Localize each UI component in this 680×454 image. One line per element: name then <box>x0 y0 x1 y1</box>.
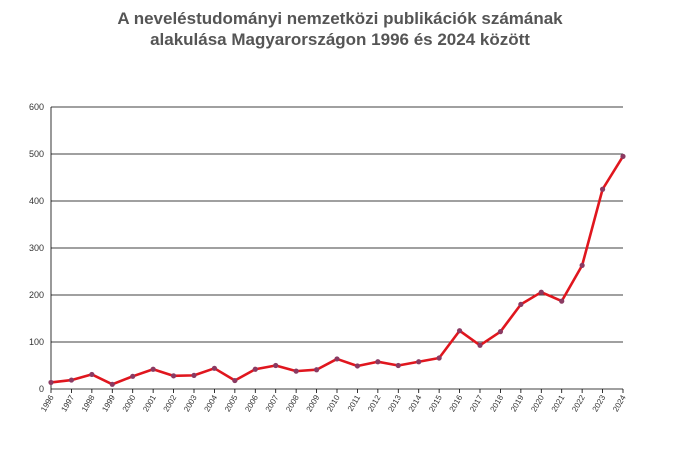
series-line <box>49 155 625 386</box>
data-point <box>273 362 279 369</box>
x-tick-label: 2020 <box>529 393 546 413</box>
data-point <box>579 262 585 268</box>
x-tick-label: 2008 <box>284 393 301 413</box>
x-tick-label: 2017 <box>468 393 485 413</box>
y-tick-label: 100 <box>29 337 44 347</box>
x-tick-label: 2001 <box>141 393 158 413</box>
data-point <box>620 153 626 159</box>
y-tick-label: 600 <box>29 102 44 112</box>
data-point <box>416 359 422 365</box>
data-point <box>518 301 524 307</box>
x-tick-label: 2024 <box>611 393 628 413</box>
x-tick-label: 2011 <box>346 393 363 413</box>
x-tick-label: 2012 <box>366 393 383 413</box>
x-tick-label: 2022 <box>570 393 587 413</box>
x-tick-label: 2002 <box>162 393 179 413</box>
x-tick-label: 1996 <box>39 393 56 413</box>
data-point <box>89 371 95 378</box>
data-point <box>232 377 238 384</box>
x-tick-label: 2016 <box>448 393 465 413</box>
data-point <box>375 359 381 365</box>
data-point <box>211 365 218 371</box>
x-tick-label: 2015 <box>427 393 444 413</box>
data-point <box>538 289 544 295</box>
x-tick-label: 2021 <box>550 393 567 413</box>
x-tick-label: 2003 <box>182 393 199 413</box>
data-point <box>599 186 606 192</box>
data-point <box>48 379 54 386</box>
x-tick-label: 1999 <box>100 393 117 413</box>
data-point <box>456 328 463 334</box>
x-tick-label: 2004 <box>202 393 219 413</box>
data-point <box>293 368 299 374</box>
x-tick-label: 2009 <box>305 393 322 413</box>
x-tick-label: 2000 <box>121 393 138 413</box>
data-point <box>68 377 75 383</box>
x-tick-label: 2019 <box>509 393 526 413</box>
x-tick-label: 2013 <box>386 393 403 413</box>
data-point <box>334 356 340 362</box>
x-tick-label: 2023 <box>591 393 608 413</box>
data-point <box>313 367 320 373</box>
data-point <box>170 373 177 379</box>
chart-title: A neveléstudományi nemzetközi publikáció… <box>0 8 680 50</box>
y-tick-label: 400 <box>29 196 44 206</box>
data-point <box>477 342 483 348</box>
data-point <box>395 362 401 369</box>
data-point <box>130 373 136 379</box>
y-tick-label: 200 <box>29 290 44 300</box>
data-point <box>497 329 504 335</box>
x-tick-label: 2014 <box>407 393 424 413</box>
data-point <box>150 366 156 372</box>
data-point <box>252 366 258 372</box>
y-tick-label: 0 <box>39 384 44 394</box>
x-tick-label: 2018 <box>488 393 505 413</box>
data-point <box>436 355 442 361</box>
x-tick-label: 2005 <box>223 393 240 413</box>
x-tick-label: 1997 <box>59 393 76 413</box>
data-point <box>191 372 197 378</box>
data-point <box>354 363 361 369</box>
y-tick-label: 500 <box>29 149 44 159</box>
x-tick-label: 2007 <box>264 393 281 413</box>
x-tick-label: 1998 <box>80 393 97 413</box>
data-point <box>109 381 115 387</box>
chart-title-line-1: A neveléstudományi nemzetközi publikáció… <box>117 9 563 28</box>
data-point <box>559 298 565 304</box>
y-tick-label: 300 <box>29 243 44 253</box>
x-tick-label: 2010 <box>325 393 342 413</box>
chart-title-line-2: alakulása Magyarországon 1996 és 2024 kö… <box>150 30 530 49</box>
x-tick-label: 2006 <box>243 393 260 413</box>
